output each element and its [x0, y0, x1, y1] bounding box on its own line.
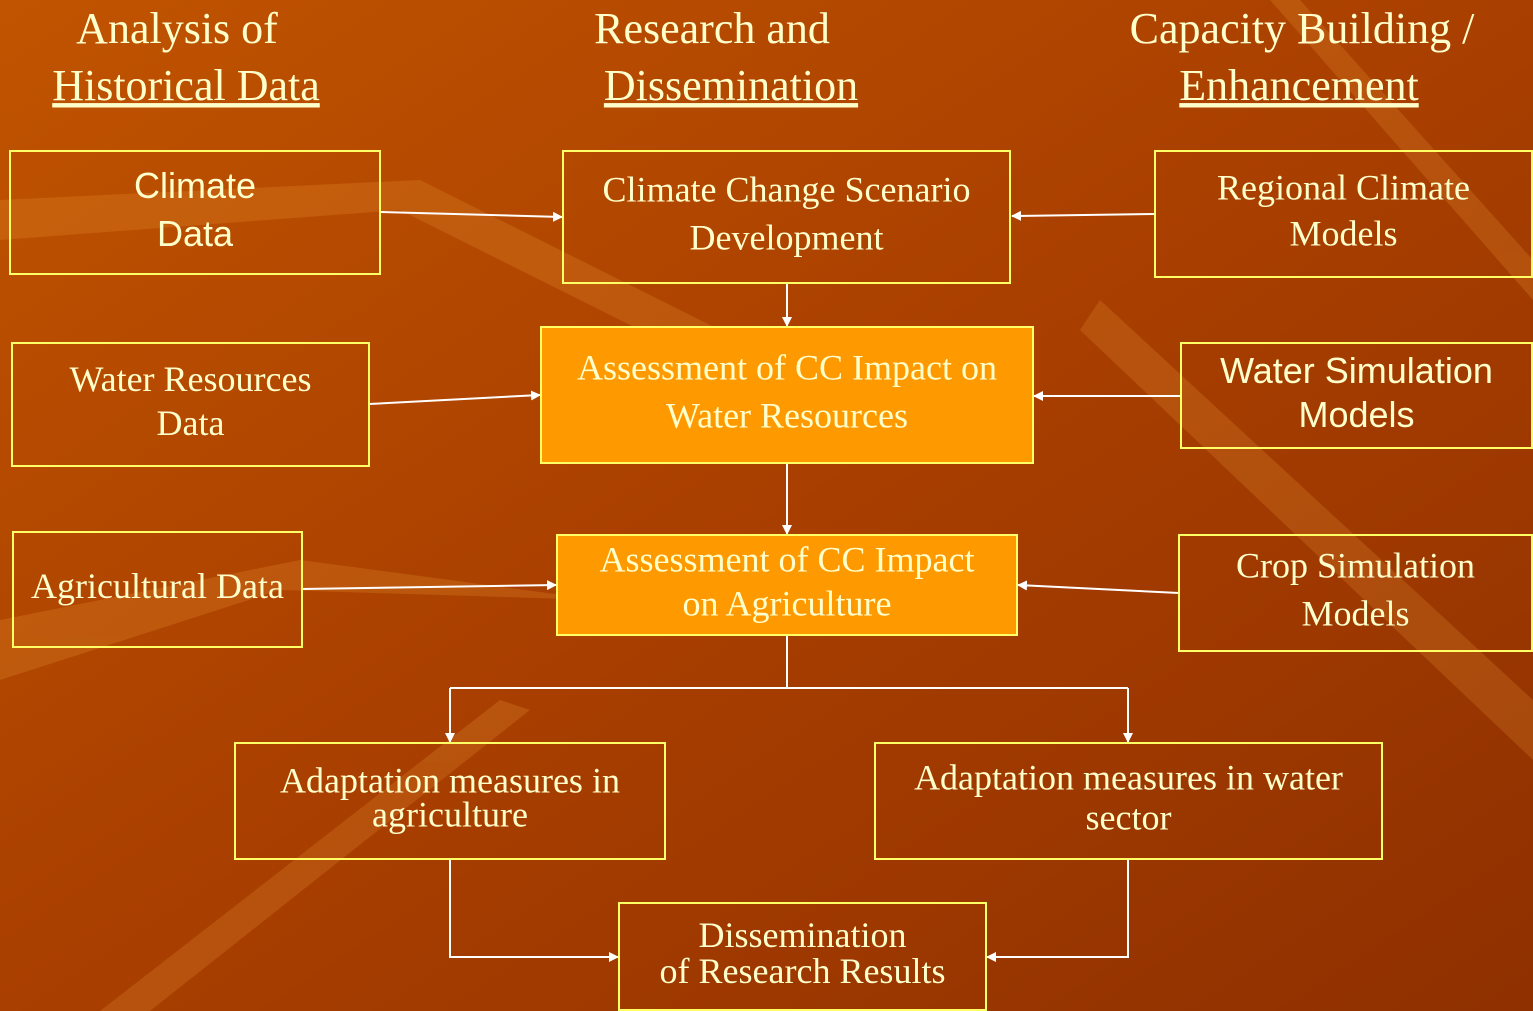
node-label: on Agriculture	[683, 583, 892, 623]
header: Research and	[594, 4, 830, 53]
node-box	[618, 902, 987, 1011]
node: Climate Data	[9, 150, 381, 275]
node-label: Water Resources	[70, 359, 312, 399]
node-label: Climate	[134, 165, 256, 206]
node-label: Water Simulation	[1220, 350, 1493, 391]
node: Climate Change Scenario Development	[562, 150, 1011, 284]
arrow	[301, 580, 557, 591]
node-box	[234, 742, 666, 860]
node-label: Data	[157, 213, 234, 254]
arrow	[1017, 580, 1180, 594]
node-box	[1154, 150, 1533, 278]
node: Regional Climate Models	[1154, 150, 1533, 278]
arrow	[379, 211, 563, 222]
node-box	[1180, 342, 1533, 449]
node-label: Adaptation measures in water	[914, 757, 1343, 797]
node-label: Adaptation measures in	[280, 760, 620, 800]
node-label: Development	[690, 217, 884, 257]
node: Crop Simulation Models	[1178, 534, 1533, 652]
node-box	[874, 742, 1383, 860]
node: Agricultural Data	[12, 531, 303, 648]
node-box	[540, 326, 1034, 464]
node-label: Crop Simulation	[1236, 545, 1475, 585]
node-label: Agricultural Data	[31, 566, 284, 606]
header: Enhancement	[1179, 61, 1418, 110]
header: Capacity Building /	[1130, 4, 1475, 53]
arrows	[301, 210, 1181, 962]
node-box	[1178, 534, 1533, 652]
node-label: Data	[157, 403, 225, 443]
node-label: Dissemination	[699, 915, 907, 955]
headers: Analysis of Historical Data Research and…	[52, 4, 1475, 110]
node-label: Climate Change Scenario	[603, 169, 971, 209]
node-box	[12, 531, 303, 648]
node-label: Assessment of CC Impact on	[577, 347, 997, 387]
node-box	[9, 150, 381, 275]
arrow	[1011, 210, 1156, 221]
arrow	[986, 859, 1129, 962]
node-label: sector	[1086, 797, 1172, 837]
header: Historical Data	[52, 61, 320, 110]
header: Analysis of	[76, 4, 278, 53]
node-label: Regional Climate	[1217, 167, 1470, 207]
node-label: of Research Results	[660, 951, 946, 991]
nodes: Climate Data Climate Change Scenario Develo…	[9, 150, 1533, 1011]
node-box	[556, 534, 1018, 636]
node-label: agriculture	[372, 794, 528, 834]
header: Dissemination	[604, 61, 858, 110]
arrow	[368, 390, 541, 405]
node-label: Models	[1298, 394, 1414, 435]
node-label: Assessment of CC Impact	[600, 539, 975, 579]
node-box	[11, 342, 370, 467]
node: Assessment of CC Impact on Water Resource…	[540, 326, 1034, 464]
node-label: Models	[1302, 593, 1410, 633]
node-label: Water Resources	[666, 395, 908, 435]
node-box	[562, 150, 1011, 284]
node-label: Models	[1290, 213, 1398, 253]
arrow	[449, 859, 619, 962]
